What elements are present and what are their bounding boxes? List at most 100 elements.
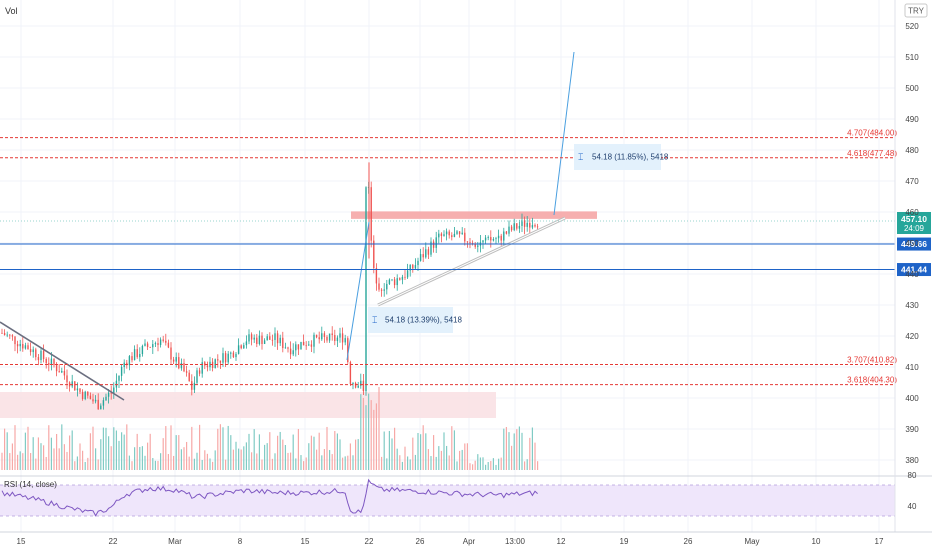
candle[interactable]	[404, 276, 406, 278]
candle[interactable]	[92, 399, 94, 402]
candle[interactable]	[500, 235, 502, 241]
candle[interactable]	[40, 350, 42, 361]
candle[interactable]	[183, 363, 185, 372]
candle[interactable]	[224, 353, 227, 363]
candle[interactable]	[383, 289, 385, 291]
candle[interactable]	[237, 345, 240, 354]
candle[interactable]	[9, 334, 11, 336]
candle[interactable]	[308, 344, 310, 346]
candle[interactable]	[58, 371, 60, 373]
candle[interactable]	[458, 231, 461, 235]
candle[interactable]	[482, 240, 484, 243]
candle[interactable]	[248, 334, 250, 342]
candle[interactable]	[3, 333, 6, 336]
candle[interactable]	[448, 231, 450, 236]
candle[interactable]	[357, 385, 359, 388]
candle[interactable]	[120, 367, 123, 376]
candle[interactable]	[365, 187, 367, 392]
candle[interactable]	[393, 279, 396, 286]
candle[interactable]	[289, 348, 292, 355]
candle[interactable]	[401, 276, 404, 280]
candle[interactable]	[508, 226, 510, 234]
candle[interactable]	[422, 254, 424, 258]
candles-layer[interactable]	[1, 162, 539, 410]
candle[interactable]	[250, 334, 253, 340]
candle[interactable]	[27, 345, 29, 350]
candle[interactable]	[375, 268, 378, 284]
candle[interactable]	[432, 241, 435, 248]
candle[interactable]	[536, 226, 539, 228]
candle[interactable]	[302, 341, 305, 346]
candle[interactable]	[315, 334, 318, 338]
candle[interactable]	[287, 347, 289, 349]
candle[interactable]	[113, 387, 115, 394]
candle[interactable]	[438, 233, 440, 238]
candle[interactable]	[521, 220, 523, 226]
candle[interactable]	[81, 391, 84, 399]
candle[interactable]	[131, 356, 133, 361]
candle[interactable]	[386, 283, 388, 290]
candle[interactable]	[323, 333, 326, 337]
candle[interactable]	[66, 375, 68, 383]
candle[interactable]	[79, 388, 81, 392]
candle[interactable]	[94, 399, 97, 402]
candle[interactable]	[388, 279, 391, 284]
candle[interactable]	[466, 241, 469, 243]
candle[interactable]	[417, 260, 419, 266]
candle[interactable]	[217, 359, 219, 361]
candle[interactable]	[165, 340, 167, 343]
candle[interactable]	[406, 270, 409, 278]
candle[interactable]	[510, 226, 513, 231]
candle[interactable]	[425, 249, 427, 258]
candle[interactable]	[409, 264, 411, 271]
candle[interactable]	[102, 400, 105, 406]
candle[interactable]	[198, 370, 201, 374]
currency-badge[interactable]: TRY	[908, 7, 925, 16]
candle[interactable]	[354, 382, 357, 388]
candle[interactable]	[245, 341, 248, 346]
candle[interactable]	[279, 337, 281, 344]
candle[interactable]	[204, 362, 206, 366]
candle[interactable]	[118, 375, 120, 381]
candle[interactable]	[206, 365, 209, 368]
candle[interactable]	[61, 370, 63, 373]
candle[interactable]	[263, 340, 266, 345]
candle[interactable]	[175, 357, 177, 362]
candle[interactable]	[318, 337, 320, 340]
candle[interactable]	[380, 289, 383, 291]
candle[interactable]	[310, 344, 313, 347]
candle[interactable]	[162, 339, 164, 341]
candle[interactable]	[282, 337, 284, 349]
candle[interactable]	[477, 245, 479, 247]
candle[interactable]	[430, 241, 432, 255]
candle[interactable]	[29, 349, 32, 353]
candle[interactable]	[391, 279, 393, 281]
candle[interactable]	[534, 225, 536, 227]
candle[interactable]	[339, 333, 341, 338]
candle[interactable]	[344, 338, 346, 343]
candle[interactable]	[128, 356, 131, 366]
candle[interactable]	[97, 399, 99, 410]
candle[interactable]	[235, 353, 237, 358]
candle[interactable]	[266, 336, 268, 341]
candle[interactable]	[456, 231, 458, 234]
candle[interactable]	[513, 223, 515, 231]
candle[interactable]	[136, 349, 138, 358]
candle[interactable]	[492, 239, 495, 241]
candle[interactable]	[305, 345, 307, 347]
candle[interactable]	[412, 264, 414, 269]
candle[interactable]	[45, 358, 47, 364]
candle[interactable]	[180, 363, 183, 369]
candle[interactable]	[373, 240, 375, 269]
candle[interactable]	[276, 333, 279, 344]
candle[interactable]	[11, 335, 14, 337]
candle[interactable]	[378, 283, 380, 290]
candle[interactable]	[297, 344, 300, 350]
measure-box-lower[interactable]	[368, 307, 453, 333]
candle[interactable]	[115, 380, 118, 388]
candle[interactable]	[110, 392, 112, 394]
candle[interactable]	[196, 370, 198, 383]
candle[interactable]	[159, 339, 162, 345]
candle[interactable]	[14, 336, 16, 345]
